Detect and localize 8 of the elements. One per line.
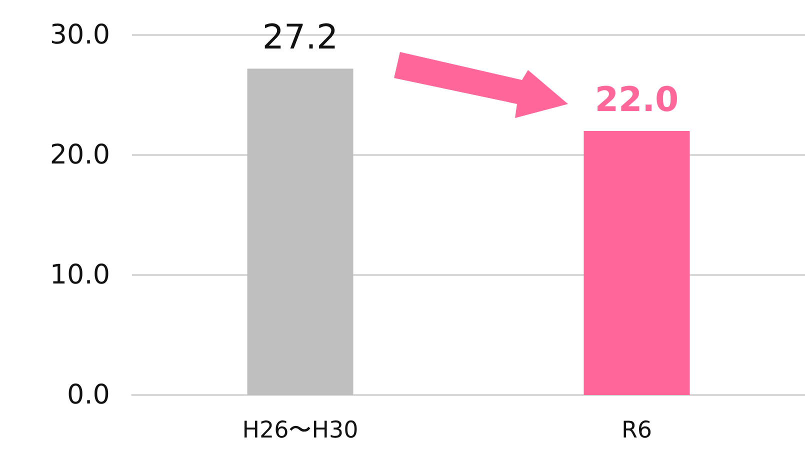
y-tick-label: 10.0 xyxy=(50,260,110,290)
x-tick-label: R6 xyxy=(621,418,652,444)
x-tick-label: H26〜H30 xyxy=(242,418,358,444)
y-tick-label: 0.0 xyxy=(67,380,110,410)
data-label: 27.2 xyxy=(262,18,338,58)
y-tick-label: 30.0 xyxy=(50,20,110,50)
y-tick-label: 20.0 xyxy=(50,140,110,170)
data-label: 22.0 xyxy=(594,80,679,120)
